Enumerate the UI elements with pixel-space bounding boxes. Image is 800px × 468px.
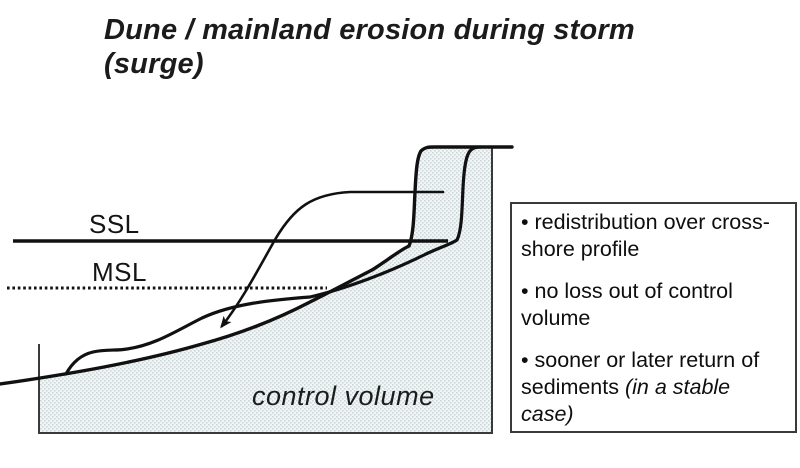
note-line: shore profile bbox=[521, 237, 640, 261]
slide-title: Dune / mainland erosion during storm (su… bbox=[104, 13, 684, 81]
note-line: • sooner or later return of bbox=[521, 348, 760, 372]
note-line-fragment: sediments bbox=[521, 375, 625, 399]
note-no-loss: • no loss out of control volume bbox=[521, 278, 791, 332]
control-volume-fill bbox=[39, 147, 492, 433]
note-line: sediments (in a stable bbox=[521, 374, 791, 401]
control-volume-label: control volume bbox=[252, 381, 435, 411]
msl-label: MSL bbox=[92, 257, 147, 287]
note-line-italic: case) bbox=[521, 402, 574, 426]
slide-title-line1: Dune / mainland erosion during storm bbox=[104, 14, 635, 46]
note-redistribution: • redistribution over cross- shore profi… bbox=[521, 209, 791, 263]
note-return-of-sediments: • sooner or later return of sediments (i… bbox=[521, 347, 791, 428]
notes-box: • redistribution over cross- shore profi… bbox=[510, 202, 797, 433]
sediment-transport-arrow bbox=[220, 190, 445, 329]
note-line-fragment-italic: (in a stable bbox=[624, 375, 731, 399]
post-storm-profile bbox=[64, 145, 482, 376]
pre-storm-profile bbox=[0, 145, 514, 386]
note-line: • no loss out of control bbox=[521, 279, 733, 303]
note-line: • redistribution over cross- bbox=[521, 210, 770, 234]
slide-title-line2: (surge) bbox=[104, 48, 204, 80]
control-volume-box bbox=[38, 148, 493, 434]
ssl-label: SSL bbox=[89, 209, 140, 239]
note-line: volume bbox=[521, 306, 591, 330]
